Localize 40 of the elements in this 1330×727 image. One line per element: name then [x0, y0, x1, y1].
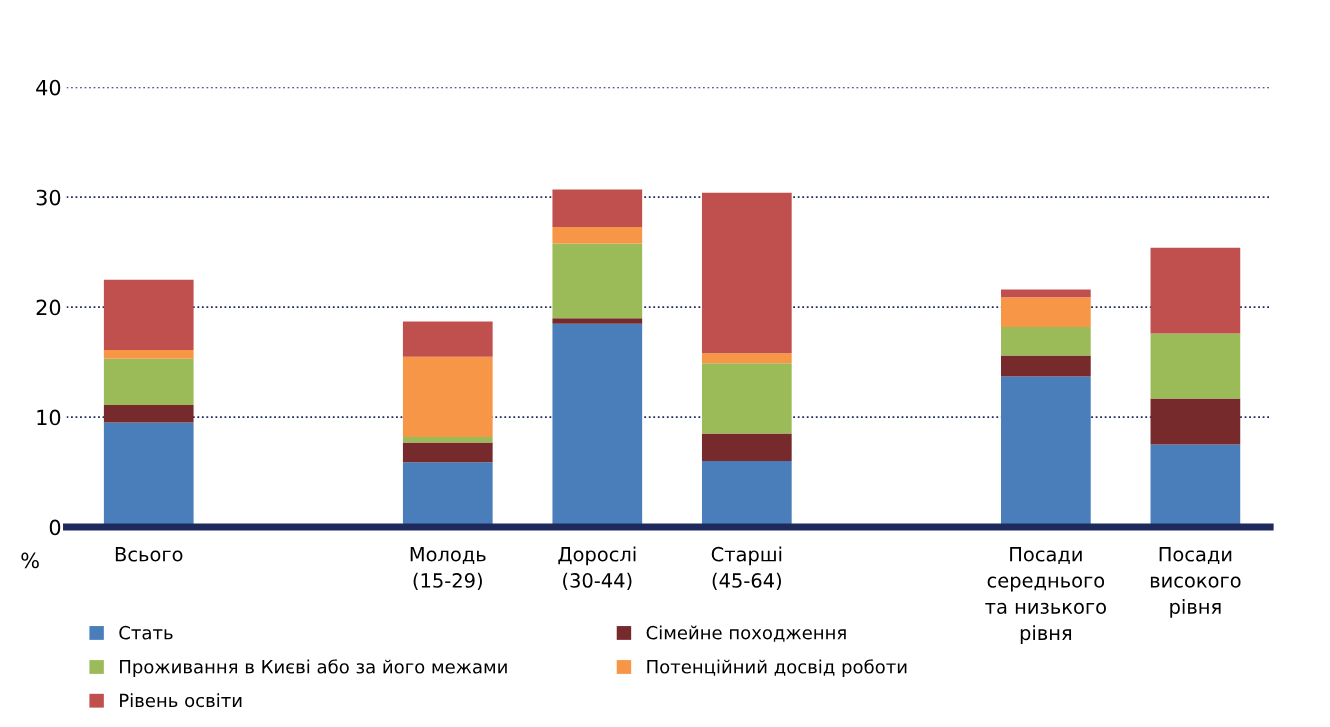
bar — [552, 226, 643, 244]
x-tick-label: Старші (45-64) — [711, 546, 782, 591]
legend-label: Потенційний досвід роботи — [647, 659, 907, 678]
bar — [1001, 297, 1091, 327]
x-tick-label: Дорослі (30-44) — [558, 546, 636, 591]
bar — [402, 436, 493, 443]
bar — [1150, 398, 1241, 445]
bar — [1150, 333, 1241, 399]
legend-label: Сімейне походження — [646, 625, 846, 642]
bar — [103, 405, 194, 423]
bar — [701, 363, 792, 434]
legend-label: Проживання в Києві або за його межами — [120, 659, 507, 678]
bar — [402, 321, 493, 357]
bar — [552, 189, 643, 227]
y-tick-label: 10 — [37, 409, 61, 426]
y-axis-title: % — [21, 552, 39, 569]
bar — [701, 192, 792, 354]
x-tick-label: Молодь (15-29) — [410, 547, 486, 591]
bar — [402, 442, 493, 463]
x-tick-label: Посади середнього та низького рівня — [985, 547, 1106, 644]
bar — [701, 353, 792, 364]
y-tick-label: 20 — [36, 299, 61, 316]
bar — [1150, 247, 1241, 334]
bar — [552, 318, 643, 324]
legend-label: Рівень освіти — [120, 693, 242, 708]
bar — [701, 433, 792, 462]
bar — [103, 358, 194, 406]
y-tick-label: 30 — [36, 189, 61, 206]
y-tick-label: 40 — [36, 79, 61, 96]
x-tick-label: Всього — [115, 547, 183, 562]
y-tick-label: 0 — [49, 519, 61, 536]
bar — [552, 243, 643, 319]
bar — [402, 356, 493, 437]
x-tick-label: Посади високого рівня — [1150, 547, 1241, 618]
legend-label: Стать — [119, 625, 173, 640]
bar — [103, 350, 194, 359]
bar — [1001, 355, 1091, 377]
bar — [103, 279, 194, 351]
bar — [1001, 289, 1091, 298]
bar — [1001, 326, 1091, 356]
